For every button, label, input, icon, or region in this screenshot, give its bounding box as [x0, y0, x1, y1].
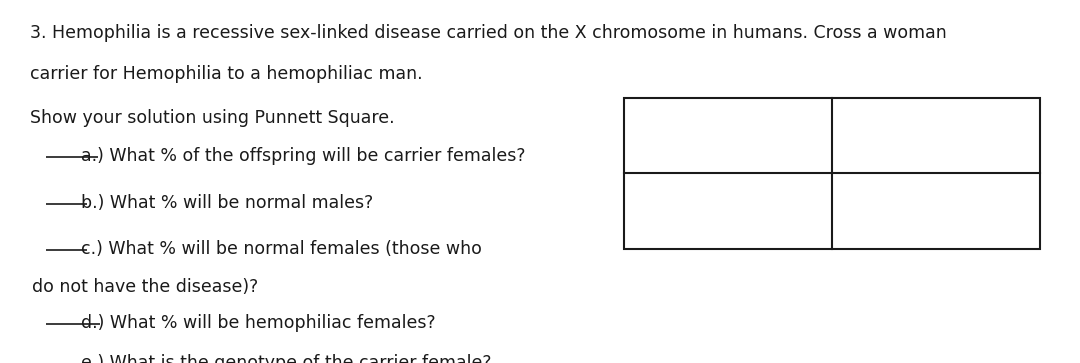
Text: b.) What % will be normal males?: b.) What % will be normal males?: [81, 194, 374, 212]
Bar: [624, 98, 1040, 249]
Text: Show your solution using Punnett Square.: Show your solution using Punnett Square.: [30, 109, 395, 127]
Text: d.) What % will be hemophiliac females?: d.) What % will be hemophiliac females?: [81, 314, 435, 332]
Text: a.) What % of the offspring will be carrier females?: a.) What % of the offspring will be carr…: [81, 147, 526, 165]
Text: 3. Hemophilia is a recessive sex-linked disease carried on the X chromosome in h: 3. Hemophilia is a recessive sex-linked …: [30, 24, 947, 42]
Text: do not have the disease)?: do not have the disease)?: [32, 278, 258, 296]
Text: carrier for Hemophilia to a hemophiliac man.: carrier for Hemophilia to a hemophiliac …: [30, 65, 423, 83]
Text: c.) What % will be normal females (those who: c.) What % will be normal females (those…: [81, 240, 482, 258]
Text: e.) What is the genotype of the carrier female?: e.) What is the genotype of the carrier …: [81, 354, 491, 363]
